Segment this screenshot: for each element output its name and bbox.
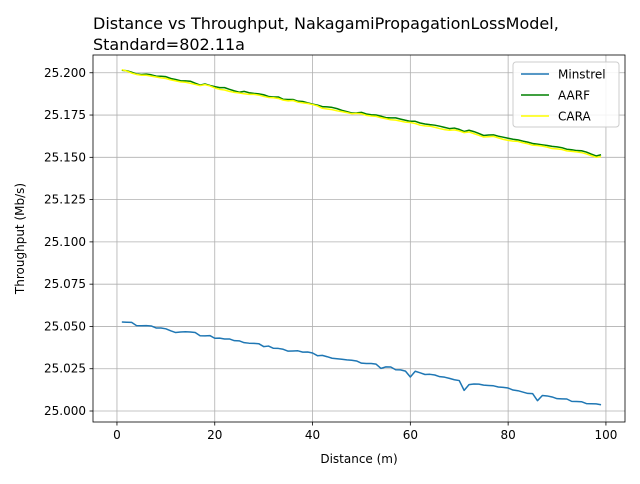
- chart-title-line-1: Distance vs Throughput, NakagamiPropagat…: [93, 14, 559, 33]
- y-axis-label: Throughput (Mb/s): [13, 183, 27, 295]
- y-tick-label-25.025: 25.025: [44, 362, 86, 376]
- y-tick-label-25.200: 25.200: [44, 66, 86, 80]
- x-tick-label-100: 100: [594, 428, 617, 442]
- x-tick-label-60: 60: [403, 428, 418, 442]
- chart-title-line-2: Standard=802.11a: [93, 35, 245, 54]
- legend-label-cara: CARA: [558, 110, 591, 124]
- plot-frame: [92, 54, 626, 423]
- x-tick-label-80: 80: [500, 428, 515, 442]
- y-tick-label-25.000: 25.000: [44, 404, 86, 418]
- x-axis-label: Distance (m): [320, 452, 397, 466]
- series-line-minstrel: [121, 321, 602, 406]
- legend-label-minstrel: Minstrel: [558, 68, 606, 82]
- y-tick-label-25.150: 25.150: [44, 150, 86, 164]
- y-tick-label-25.075: 25.075: [44, 277, 86, 291]
- x-tick-label-40: 40: [305, 428, 320, 442]
- x-tick-label-0: 0: [113, 428, 121, 442]
- series-line-cara: [121, 68, 602, 159]
- y-tick-label-25.050: 25.050: [44, 319, 86, 333]
- x-tick-label-20: 20: [207, 428, 222, 442]
- y-tick-label-25.175: 25.175: [44, 108, 86, 122]
- y-tick-label-25.100: 25.100: [44, 235, 86, 249]
- legend-box: [512, 61, 620, 128]
- y-tick-label-25.125: 25.125: [44, 193, 86, 207]
- legend-label-aarf: AARF: [558, 89, 590, 103]
